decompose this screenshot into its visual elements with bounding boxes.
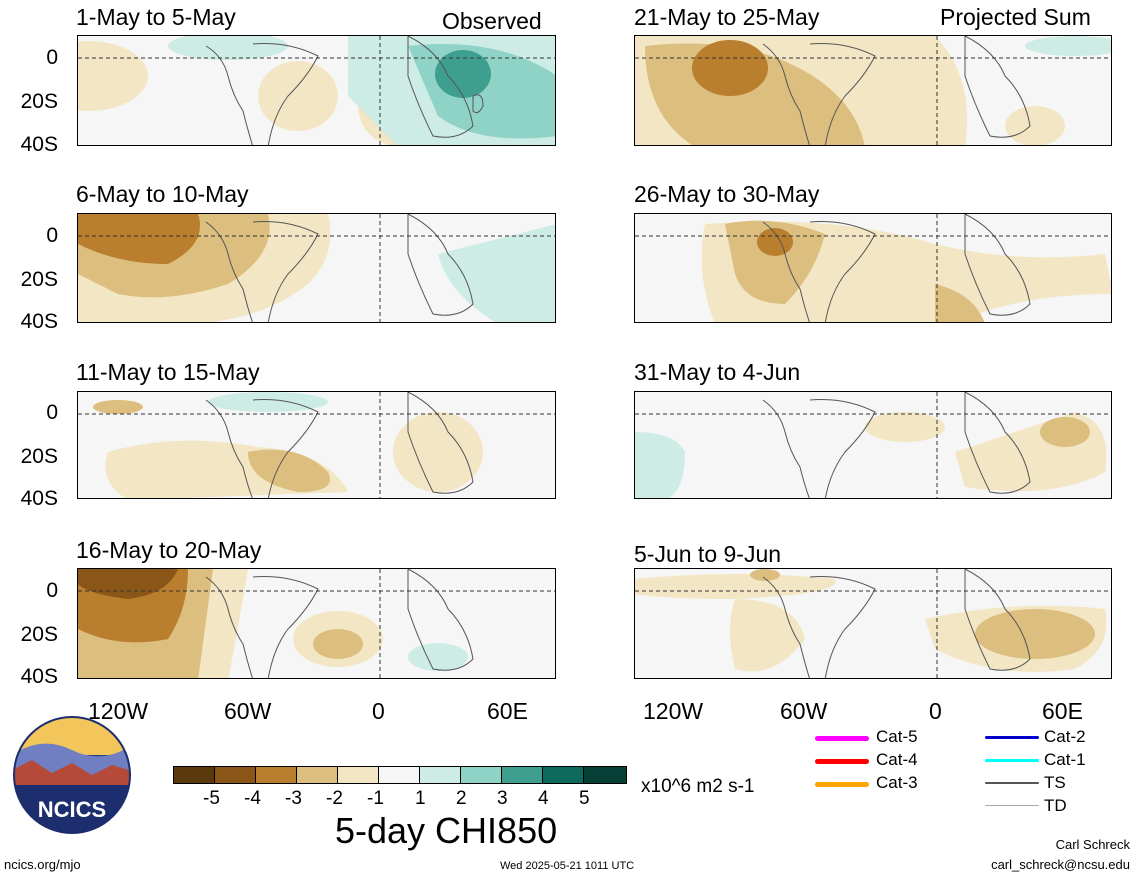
footer-email: carl_schreck@ncsu.edu bbox=[991, 857, 1130, 872]
colorbar-swatch bbox=[378, 766, 420, 784]
footer-author: Carl Schreck bbox=[1055, 837, 1130, 852]
colorbar-swatch bbox=[460, 766, 502, 784]
panel-title: 16-May to 20-May bbox=[76, 537, 262, 563]
y-tick-label: 40S bbox=[20, 133, 58, 156]
y-tick-label: 0 bbox=[46, 401, 58, 424]
x-tick-label: 120W bbox=[88, 698, 149, 724]
legend-swatch bbox=[985, 805, 1039, 806]
colorbar-swatch bbox=[501, 766, 543, 784]
colorbar-swatch bbox=[173, 766, 215, 784]
legend-swatch bbox=[985, 736, 1039, 739]
colorbar-tick: 1 bbox=[415, 788, 426, 809]
legend-label: Cat-2 bbox=[1044, 727, 1086, 746]
colorbar-swatch bbox=[214, 766, 256, 784]
colorbar bbox=[173, 766, 627, 784]
x-tick-label: 0 bbox=[372, 698, 385, 724]
ncics-logo: NCICS bbox=[12, 715, 132, 835]
legend-swatch bbox=[985, 782, 1039, 784]
map-panel-right-1 bbox=[634, 35, 1112, 146]
x-tick-label: 60E bbox=[1042, 698, 1083, 724]
colorbar-swatch bbox=[255, 766, 297, 784]
ncics-logo-icon bbox=[13, 716, 131, 834]
colorbar-tick: 4 bbox=[538, 788, 549, 809]
colorbar-ticks: -5 -4 -3 -2 -1 1 2 3 4 5 bbox=[173, 788, 633, 812]
legend-label: Cat-1 bbox=[1044, 750, 1086, 769]
colorbar-tick: -2 bbox=[326, 788, 343, 809]
x-tick-label: 60W bbox=[780, 698, 828, 724]
x-tick-label: 0 bbox=[929, 698, 942, 724]
map-panel-right-3 bbox=[634, 391, 1112, 499]
map-panel-left-3 bbox=[77, 391, 556, 499]
panel-title: 5-Jun to 9-Jun bbox=[634, 541, 782, 567]
footer-timestamp: Wed 2025-05-21 1011 UTC bbox=[500, 860, 635, 872]
logo-text: NCICS bbox=[37, 797, 107, 822]
legend-swatch bbox=[815, 736, 869, 741]
colorbar-tick: -4 bbox=[244, 788, 261, 809]
panel-title: 26-May to 30-May bbox=[634, 181, 820, 207]
colorbar-swatch bbox=[296, 766, 338, 784]
colorbar-swatch bbox=[419, 766, 461, 784]
colorbar-tick: 3 bbox=[497, 788, 508, 809]
x-tick-label: 60W bbox=[224, 698, 272, 724]
y-tick-label: 20S bbox=[20, 268, 58, 291]
legend-swatch bbox=[815, 759, 869, 764]
colorbar-tick: -1 bbox=[367, 788, 384, 809]
legend-swatch bbox=[985, 759, 1039, 762]
colorbar-tick: -3 bbox=[285, 788, 302, 809]
legend-label: Cat-3 bbox=[876, 773, 918, 792]
y-tick-label: 20S bbox=[20, 445, 58, 468]
map-panel-right-4 bbox=[634, 568, 1112, 679]
footer-url: ncics.org/mjo bbox=[4, 857, 81, 872]
colorbar-swatch bbox=[583, 766, 627, 784]
y-tick-label: 40S bbox=[20, 487, 58, 510]
y-tick-label: 0 bbox=[46, 224, 58, 247]
panel-title: 21-May to 25-May bbox=[634, 4, 820, 30]
colorbar-swatch bbox=[337, 766, 379, 784]
panel-title: 11-May to 15-May bbox=[76, 359, 260, 385]
colorbar-tick: -5 bbox=[203, 788, 220, 809]
legend-label: Cat-5 bbox=[876, 727, 918, 746]
colorbar-tick: 2 bbox=[456, 788, 467, 809]
map-panel-left-1 bbox=[77, 35, 556, 146]
panel-title: 6-May to 10-May bbox=[76, 181, 249, 207]
x-tick-label: 120W bbox=[643, 698, 704, 724]
x-tick-label: 60E bbox=[487, 698, 528, 724]
legend-swatch bbox=[815, 782, 869, 787]
legend-label: Cat-4 bbox=[876, 750, 918, 769]
map-panel-left-2 bbox=[77, 213, 556, 323]
panel-title: 31-May to 4-Jun bbox=[634, 359, 801, 385]
panel-tag: Observed bbox=[442, 8, 542, 34]
y-tick-label: 0 bbox=[46, 579, 58, 602]
y-tick-label: 40S bbox=[20, 310, 58, 333]
map-panel-right-2 bbox=[634, 213, 1112, 323]
legend-label: TS bbox=[1044, 773, 1066, 792]
figure-title: 5-day CHI850 bbox=[335, 810, 558, 851]
panel-tag: Projected Sum bbox=[940, 4, 1091, 30]
colorbar-swatch bbox=[542, 766, 584, 784]
panel-title: 1-May to 5-May bbox=[76, 4, 236, 30]
legend-label: TD bbox=[1044, 796, 1067, 815]
map-panel-left-4 bbox=[77, 568, 556, 679]
colorbar-units: x10^6 m2 s-1 bbox=[641, 776, 755, 797]
y-tick-label: 20S bbox=[20, 623, 58, 646]
y-tick-label: 0 bbox=[46, 46, 58, 69]
colorbar-tick: 5 bbox=[579, 788, 590, 809]
y-tick-label: 40S bbox=[20, 665, 58, 688]
y-tick-label: 20S bbox=[20, 90, 58, 113]
